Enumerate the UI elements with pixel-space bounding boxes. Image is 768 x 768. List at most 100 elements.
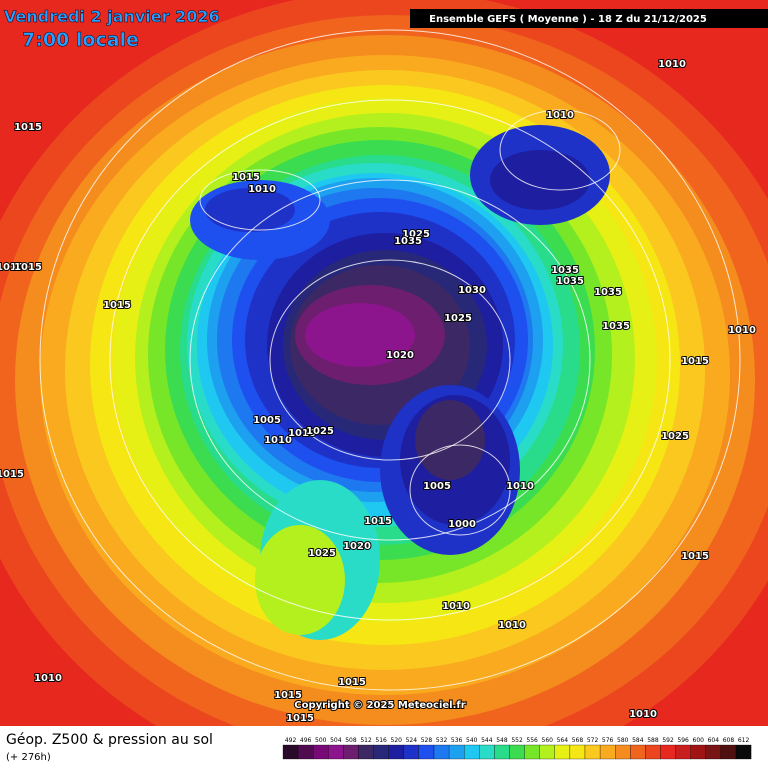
isobar-label: 1010 [546, 110, 574, 121]
isobar-label: 1035 [602, 321, 630, 332]
colorbar-label: 572 [587, 737, 599, 744]
isobar-line [109, 99, 671, 621]
colorbar-label: 504 [330, 737, 342, 744]
isobar-line [269, 259, 511, 461]
colorbar-label: 548 [496, 737, 508, 744]
isobar-label: 1010 [0, 262, 24, 273]
isobar-line [409, 444, 511, 536]
isobar-label: 1035 [594, 287, 622, 298]
isobar-label: 1015 [103, 300, 131, 311]
colorbar-swatch [297, 744, 314, 760]
colorbar-swatch [645, 744, 661, 760]
copyright: Copyright © 2025 Meteociel.fr [294, 700, 465, 711]
colorbar-swatch [313, 744, 329, 760]
height-lobe [205, 188, 295, 232]
colorbar-swatch [479, 744, 495, 760]
isobar-label: 1015 [0, 469, 24, 480]
colorbar-swatch [524, 744, 540, 760]
colorbar-swatch [328, 744, 344, 760]
colorbar-swatch [554, 744, 571, 760]
colorbar-label: 612 [738, 737, 750, 744]
height-lobe [490, 150, 590, 210]
isobar-line [39, 29, 741, 691]
isobar-label: 1035 [551, 265, 579, 276]
colorbar-label: 596 [677, 737, 689, 744]
isobar-label: 1010 [629, 709, 657, 720]
isobar-line [199, 169, 321, 231]
colorbar-label: 588 [647, 737, 659, 744]
colorbar-label: 568 [572, 737, 584, 744]
isobar-label: 1020 [386, 350, 414, 361]
isobar-label: 1035 [394, 236, 422, 247]
colorbar-label: 564 [557, 737, 569, 744]
colorbar-label: 520 [391, 737, 403, 744]
isobar-label: 1010 [506, 481, 534, 492]
isobar-label: 1020 [343, 541, 371, 552]
colorbar-label: 500 [315, 737, 327, 744]
colorbar: 492 496 500 504 508 512 516 520 524 528 532 536 540 5… [282, 737, 752, 760]
isobar-label: 1015 [14, 262, 42, 273]
isobar-label: 1015 [338, 677, 366, 688]
isobar-label: 1000 [448, 519, 476, 530]
colorbar-swatch [705, 744, 722, 760]
colorbar-swatch [735, 744, 752, 760]
colorbar-swatch [494, 744, 510, 760]
forecast-lead: (+ 276h) [6, 752, 51, 763]
colorbar-swatch [675, 744, 691, 760]
run-box [410, 9, 768, 28]
colorbar-label: 608 [723, 737, 735, 744]
colorbar-swatch [615, 744, 631, 760]
colorbar-swatch [720, 744, 737, 760]
isobar-label: 1015 [286, 713, 314, 724]
colorbar-label: 604 [708, 737, 720, 744]
isobar-labels: 1010101510101015101010251035103510351030… [0, 58, 757, 725]
isobar-label: 1005 [253, 415, 281, 426]
isobar-label: 1035 [556, 276, 584, 287]
isobar-label: 1010 [264, 435, 292, 446]
date: Vendredi 2 janvier 2026 [4, 7, 220, 26]
isobar-label: 1025 [308, 548, 336, 559]
time: 7:00 locale [22, 29, 139, 51]
colorbar-swatch [282, 744, 299, 760]
run-info: Ensemble GEFS ( Moyenne ) - 18 Z du 21/1… [429, 14, 707, 25]
colorbar-label: 492 [285, 737, 297, 744]
footer-title: Géop. Z500 & pression au sol [6, 732, 213, 748]
colorbar-label: 580 [617, 737, 629, 744]
colorbar-label: 536 [451, 737, 463, 744]
isobar-label: 1025 [402, 229, 430, 240]
isobar-label: 1010 [658, 59, 686, 70]
colorbar-swatch [584, 744, 601, 760]
colorbar-swatch [599, 744, 616, 760]
height-contour [305, 303, 415, 367]
colorbar-swatch [358, 744, 374, 760]
colorbar-label: 528 [421, 737, 433, 744]
isobar-label: 1005 [423, 481, 451, 492]
colorbar-label: 540 [466, 737, 478, 744]
colorbar-swatch [403, 744, 420, 760]
isobar-label: 1015 [364, 516, 392, 527]
isobar-label: 1010 [288, 428, 316, 439]
colorbar-label: 576 [602, 737, 614, 744]
colorbar-label: 516 [375, 737, 387, 744]
colorbar-swatch [690, 744, 706, 760]
colorbar-label: 532 [436, 737, 448, 744]
isobar-label: 1010 [728, 325, 756, 336]
isobar-label: 1030 [458, 285, 486, 296]
colorbar-label: 496 [300, 737, 312, 744]
isobar-label: 1015 [681, 551, 709, 562]
colorbar-swatch [373, 744, 389, 760]
colorbar-swatch [433, 744, 450, 760]
colorbar-swatch [418, 744, 435, 760]
colorbar-label: 512 [360, 737, 372, 744]
height-lobe [415, 400, 485, 480]
isobar-label: 1025 [444, 313, 472, 324]
colorbar-label: 592 [662, 737, 674, 744]
colorbar-label: 552 [511, 737, 523, 744]
isobar-label: 1015 [274, 690, 302, 701]
colorbar-label: 600 [693, 737, 705, 744]
isobar-label: 1010 [248, 184, 276, 195]
colorbar-swatch [464, 744, 480, 760]
